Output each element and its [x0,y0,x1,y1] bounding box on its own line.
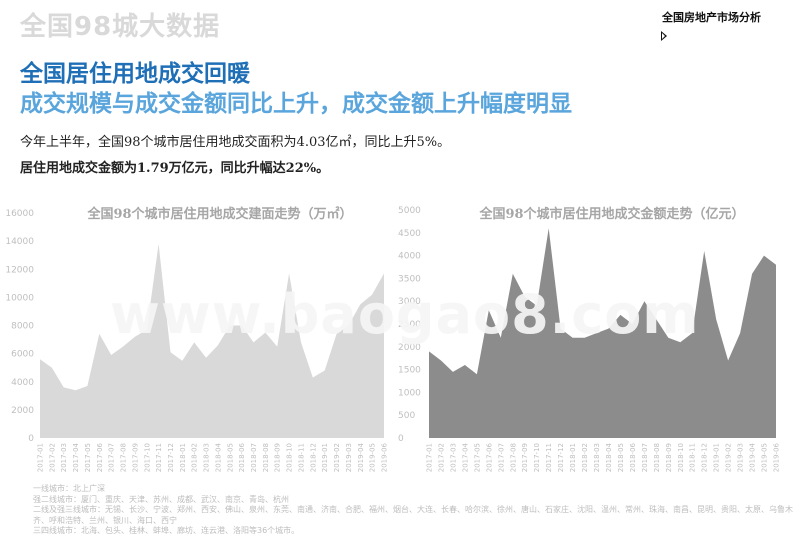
chart-land-area: 0 2000 4000 6000 8000 10000 12000 14000 16000 201… [5,206,389,472]
summary-line-2: 居住用地成交金额为1.79万亿元，同比升幅达22%。 [20,161,330,176]
x-tick-label: 2017-05 [84,443,92,472]
y-tick-label: 8000 [11,322,34,332]
y-tick-label: 12000 [5,265,34,275]
y-tick-label: 6000 [11,350,34,360]
x-tick-label: 2019-03 [345,443,353,472]
x-tick-label: 2017-09 [521,443,529,472]
x-tick-label: 2017-07 [108,443,116,472]
y-tick-label: 3000 [398,297,421,307]
y-tick-label: 2000 [398,343,421,353]
x-tick-label: 2018-08 [653,443,661,472]
x-tick-label: 2017-08 [120,443,128,472]
y-tick-label: 4500 [398,229,421,239]
note-line: 三四线城市：北海、包头、桂林、蚌埠、廊坊、连云港、洛阳等36个城市。 [33,526,300,535]
x-tick-label: 2017-07 [497,443,505,472]
x-tick-label: 2018-10 [677,443,685,472]
section-label: 全国房地产市场分析 [662,11,761,24]
y-tick-label: 3500 [398,274,421,284]
x-tick-label: 2018-05 [617,443,625,472]
y-tick-label: 4000 [11,378,34,388]
x-tick-label: 2019-05 [369,443,377,472]
x-tick-label: 2017-05 [473,443,481,472]
x-tick-label: 2018-03 [203,443,211,472]
x-tick-label: 2017-06 [485,442,493,472]
x-tick-label: 2017-08 [509,443,517,472]
x-tick-label: 2017-10 [143,443,151,472]
x-tick-label: 2019-04 [357,442,365,472]
x-tick-label: 2018-11 [689,443,697,472]
note-line: 一线城市：北上广深 [33,484,105,493]
y-tick-label: 0 [398,434,404,444]
x-tick-label: 2019-01 [321,443,329,472]
x-tick-label: 2018-04 [214,442,222,472]
x-tick-label: 2018-07 [250,443,258,472]
x-tick-label: 2018-07 [641,443,649,472]
chart-title: 全国98个城市居住用地成交金额走势（亿元） [478,206,744,222]
play-icon[interactable] [661,31,667,41]
y-tick-label: 1000 [398,388,421,398]
subheadline: 成交规模与成交金额同比上升，成交金额上升幅度明显 [20,91,572,117]
x-tick-label: 2018-08 [262,443,270,472]
summary-line-1: 今年上半年，全国98个城市居住用地成交面积为4.03亿㎡，同比上升5%。 [20,135,451,150]
y-tick-label: 2000 [11,406,34,416]
x-tick-label: 2017-11 [545,443,553,472]
x-tick-label: 2018-09 [274,443,282,472]
x-tick-label: 2017-06 [96,442,104,472]
x-tick-label: 2017-10 [533,443,541,472]
x-tick-label: 2019-06 [773,442,781,472]
x-tick-label: 2019-05 [761,443,769,472]
y-tick-label: 5000 [398,206,421,216]
y-tick-label: 500 [398,411,415,421]
page-title: 全国98城大数据 [20,12,221,42]
x-tick-label: 2017-12 [557,443,565,472]
y-tick-label: 0 [28,434,34,444]
x-tick-label: 2018-12 [701,443,709,472]
x-tick-label: 2018-04 [605,442,613,472]
x-tick-label: 2017-02 [48,443,56,472]
chart-land-amount: 0 500 1000 1500 2000 2500 3000 3500 4000 4500 5000… [398,206,781,472]
chart-title: 全国98个城市居住用地成交建面走势（万㎡） [86,206,352,222]
x-tick-label: 2018-01 [569,443,577,472]
x-tick-label: 2019-02 [725,443,733,472]
note-line: 强二线城市：厦门、重庆、天津、苏州、成都、武汉、南京、青岛、杭州 [33,494,289,504]
y-tick-label: 4000 [398,252,421,262]
series-area [40,243,384,438]
x-tick-label: 2017-01 [426,443,434,472]
x-tick-label: 2018-09 [665,443,673,472]
x-tick-label: 2017-02 [437,443,445,472]
y-tick-label: 1500 [398,366,421,376]
x-tick-label: 2018-11 [297,443,305,472]
x-tick-label: 2018-02 [191,443,199,472]
x-tick-label: 2017-11 [155,443,163,472]
note-line: 二线及强三线城市：无锡、长沙、宁波、郑州、西安、佛山、泉州、东莞、南通、济南、合… [33,505,793,525]
x-tick-label: 2018-03 [593,443,601,472]
headline: 全国居住用地成交回暖 [20,61,250,87]
series-area [429,228,776,438]
y-tick-label: 16000 [5,209,34,219]
y-tick-label: 14000 [5,237,34,247]
x-tick-label: 2017-03 [60,443,68,472]
x-tick-label: 2019-03 [737,443,745,472]
x-tick-label: 2018-06 [238,442,246,472]
x-tick-label: 2018-02 [581,443,589,472]
y-tick-label: 2500 [398,320,421,330]
x-tick-label: 2019-06 [381,442,389,472]
x-tick-label: 2019-02 [333,443,341,472]
x-tick-label: 2019-04 [749,442,757,472]
x-tick-label: 2017-03 [449,443,457,472]
x-tick-label: 2017-09 [131,443,139,472]
x-tick-label: 2017-04 [461,442,469,472]
x-tick-label: 2018-01 [179,443,187,472]
x-tick-label: 2018-12 [309,443,317,472]
city-tier-notes: 一线城市：北上广深 强二线城市：厦门、重庆、天津、苏州、成都、武汉、南京、青岛、… [33,484,793,537]
x-tick-label: 2017-01 [37,443,45,472]
x-tick-label: 2017-12 [167,443,175,472]
x-tick-label: 2019-01 [713,443,721,472]
x-tick-label: 2018-05 [226,443,234,472]
x-tick-label: 2018-10 [286,443,294,472]
x-tick-label: 2017-04 [72,442,80,472]
y-tick-label: 10000 [5,293,34,303]
x-tick-label: 2018-06 [629,442,637,472]
